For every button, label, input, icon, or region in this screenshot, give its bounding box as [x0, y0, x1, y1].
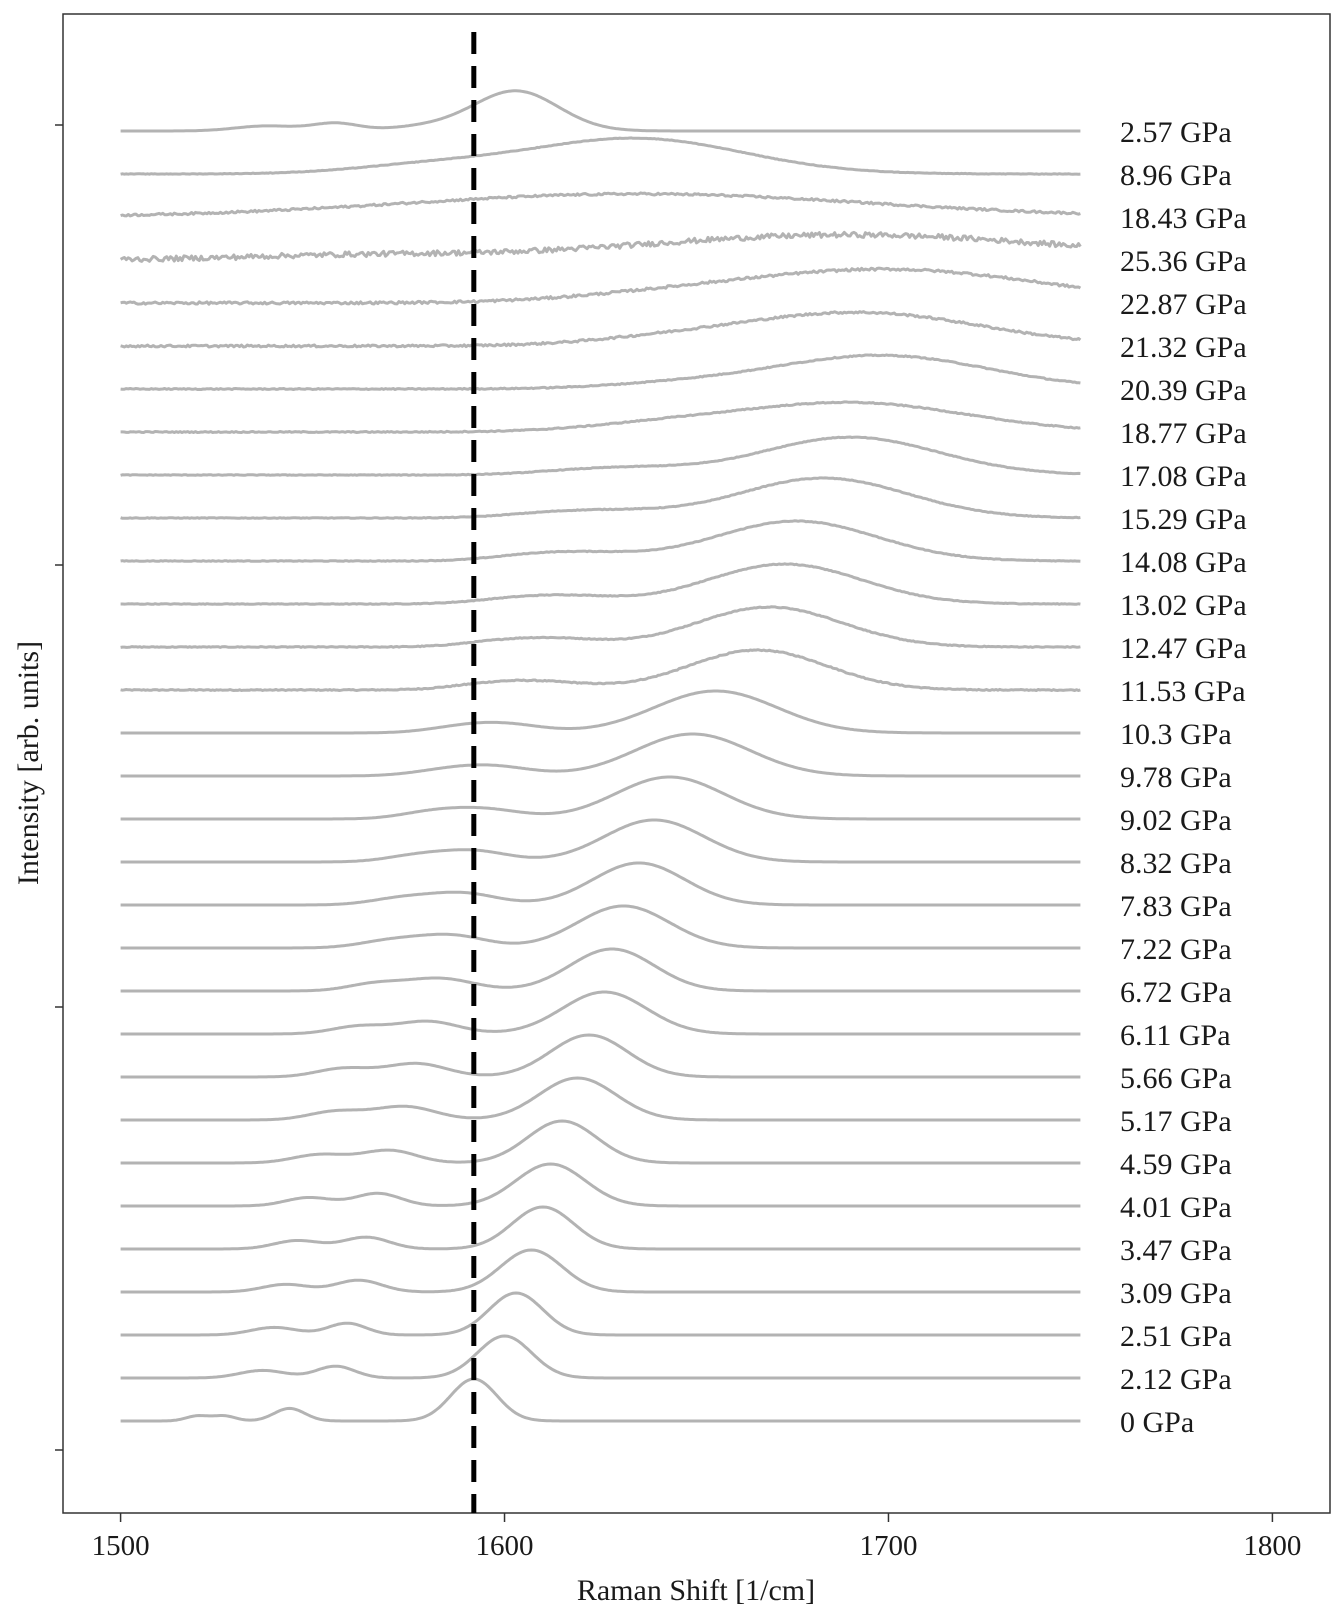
series-label: 25.36 GPa [1120, 245, 1247, 278]
series-line [120, 353, 1081, 391]
series-line [119, 230, 1082, 263]
series-line [120, 605, 1081, 649]
series-line [120, 648, 1081, 692]
series-line [120, 947, 1081, 993]
series-label: 3.09 GPa [1120, 1277, 1232, 1310]
series-label: 2.51 GPa [1120, 1320, 1232, 1353]
series-line [120, 562, 1081, 606]
series-label: 21.32 GPa [1120, 331, 1247, 364]
series-label: 13.02 GPa [1120, 589, 1247, 622]
series-line [120, 1076, 1081, 1122]
series-label: 17.08 GPa [1120, 460, 1247, 493]
series-line [120, 89, 1081, 133]
series-line [120, 435, 1081, 477]
series-label: 2.57 GPa [1120, 116, 1232, 149]
x-tick-label: 1500 [92, 1530, 150, 1562]
series-label: 5.17 GPa [1120, 1105, 1232, 1138]
series-line [120, 519, 1081, 563]
series-label: 5.66 GPa [1120, 1062, 1232, 1095]
series-label: 20.39 GPa [1120, 374, 1247, 407]
series-label: 15.29 GPa [1120, 503, 1247, 536]
series-label: 2.12 GPa [1120, 1363, 1232, 1396]
series-label: 6.72 GPa [1120, 976, 1232, 1009]
series-line [120, 1334, 1081, 1380]
series-label: 7.22 GPa [1120, 933, 1232, 966]
series-label: 11.53 GPa [1120, 675, 1246, 708]
series-label: 4.59 GPa [1120, 1148, 1232, 1181]
x-tick-label: 1600 [476, 1530, 534, 1562]
series-line [120, 1205, 1081, 1251]
series-line [120, 818, 1081, 864]
plot-frame [62, 13, 1331, 1514]
x-axis-label: Raman Shift [1/cm] [577, 1574, 815, 1607]
series-line [120, 476, 1081, 520]
series-line [120, 1162, 1081, 1208]
series-line [120, 266, 1082, 306]
series-label: 8.96 GPa [1120, 159, 1232, 192]
series-label: 8.32 GPa [1120, 847, 1232, 880]
series-line [120, 1119, 1081, 1165]
series-label: 7.83 GPa [1120, 890, 1232, 923]
x-tick-label: 1800 [1243, 1530, 1301, 1562]
x-axis-ticks-group: 1500 1600 1700 1800 [92, 1513, 1301, 1562]
series-label: 9.78 GPa [1120, 761, 1232, 794]
spectra-series-group [119, 89, 1082, 1423]
series-line [120, 775, 1081, 821]
series-labels-group: 0 GPa 2.12 GPa 2.51 GPa 3.09 GPa 3.47 GPa 4.0… [1120, 116, 1247, 1439]
series-line [120, 1248, 1081, 1294]
series-label: 14.08 GPa [1120, 546, 1247, 579]
series-line [120, 310, 1082, 349]
series-line [120, 689, 1081, 735]
series-label: 10.3 GPa [1120, 718, 1232, 751]
y-axis-label: Intensity [arb. units] [12, 641, 45, 885]
series-line [120, 1291, 1081, 1337]
series-label: 12.47 GPa [1120, 632, 1247, 665]
series-line [120, 861, 1081, 907]
series-label: 22.87 GPa [1120, 288, 1247, 321]
series-label: 4.01 GPa [1120, 1191, 1232, 1224]
series-line [120, 732, 1081, 778]
series-label: 0 GPa [1120, 1406, 1194, 1439]
series-line [120, 1377, 1081, 1423]
series-label: 18.77 GPa [1120, 417, 1247, 450]
y-ticks-group [55, 124, 63, 1451]
series-label: 3.47 GPa [1120, 1234, 1232, 1267]
series-label: 9.02 GPa [1120, 804, 1232, 837]
x-tick-label: 1700 [859, 1530, 917, 1562]
series-label: 18.43 GPa [1120, 202, 1247, 235]
series-line [120, 191, 1081, 218]
series-line [120, 990, 1081, 1036]
series-line [120, 400, 1081, 434]
series-line [120, 904, 1081, 950]
series-line [120, 1033, 1081, 1079]
series-line [120, 136, 1081, 176]
series-label: 6.11 GPa [1120, 1019, 1231, 1052]
